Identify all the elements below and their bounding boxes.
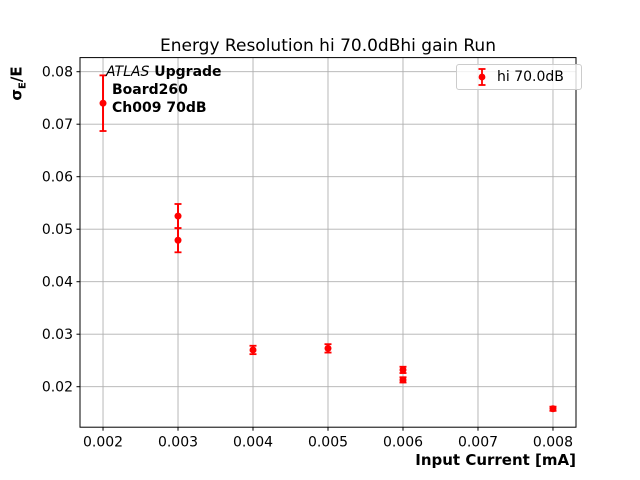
y-axis-label-sigma: σ	[7, 88, 26, 101]
y-tick-label: 0.05	[42, 222, 73, 238]
data-point	[399, 376, 407, 384]
data-point	[174, 236, 182, 244]
series-hi-70.0dB	[99, 74, 557, 413]
data-point	[399, 366, 407, 374]
x-tick-label: 0.003	[158, 435, 198, 451]
x-axis-label: Input Current [mA]	[415, 451, 576, 469]
data-point	[99, 99, 107, 107]
y-tick-label: 0.07	[42, 117, 73, 133]
legend-errorbar-icon	[467, 65, 497, 89]
annotation-line-2: Board260	[112, 82, 188, 98]
y-axis-label-subscript: E	[17, 82, 29, 89]
annotation-line-3: Ch009 70dB	[112, 100, 207, 116]
data-point	[549, 405, 557, 413]
chart-title: Energy Resolution hi 70.0dBhi gain Run	[160, 36, 496, 56]
y-axis-label-rest: /E	[7, 66, 26, 83]
y-tick-label: 0.04	[42, 275, 73, 291]
x-tick-label: 0.008	[533, 435, 573, 451]
y-tick-label: 0.02	[42, 380, 73, 396]
x-tick-label: 0.002	[83, 435, 123, 451]
annotation-line-1: ATLAS Upgrade	[106, 63, 222, 81]
data-point	[174, 212, 182, 220]
legend-label: hi 70.0dB	[497, 69, 564, 85]
annotation-atlas: ATLAS	[106, 64, 150, 80]
annotation-text: ATLAS Upgrade Board260 Ch009 70dB	[106, 63, 222, 117]
data-point	[324, 344, 332, 352]
y-tick-label: 0.06	[42, 170, 73, 186]
x-tick-label: 0.006	[383, 435, 423, 451]
annotation-upgrade: Upgrade	[149, 64, 222, 80]
x-tick-label: 0.004	[233, 435, 273, 451]
data-point	[249, 346, 257, 354]
y-tick-label: 0.03	[42, 327, 73, 343]
y-tick-label: 0.08	[42, 65, 73, 81]
x-tick-label: 0.005	[308, 435, 348, 451]
legend: hi 70.0dB	[456, 64, 582, 90]
y-axis-label: σE/E	[8, 39, 29, 129]
x-tick-label: 0.007	[458, 435, 498, 451]
